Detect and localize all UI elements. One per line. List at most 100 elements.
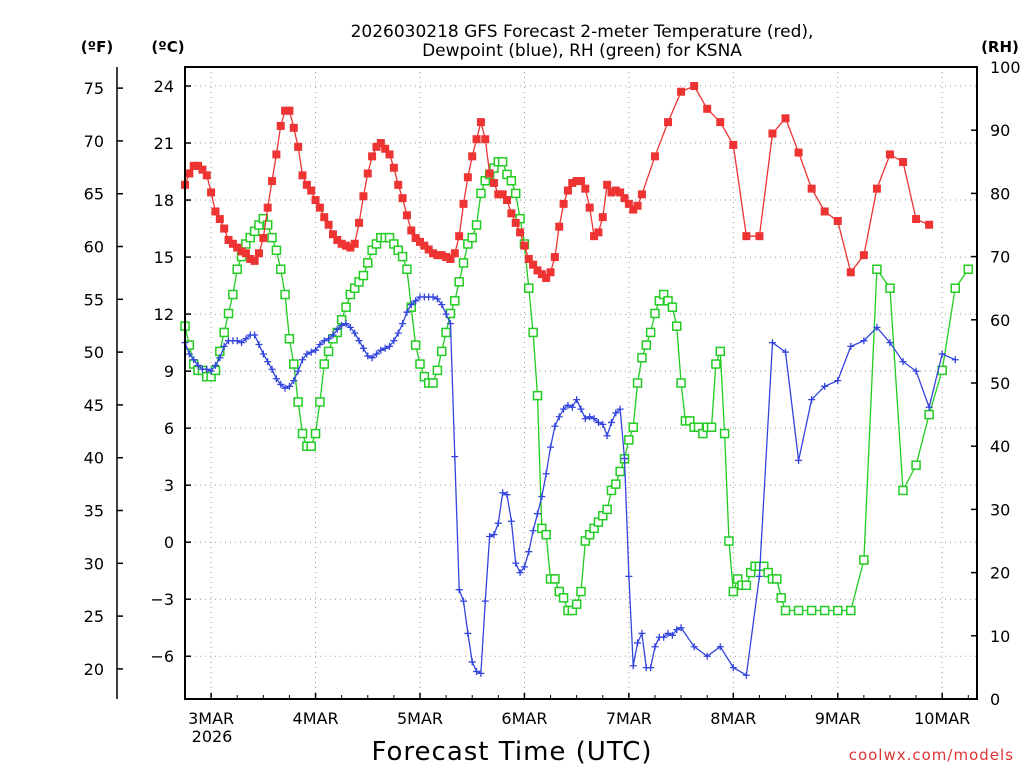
dewpoint-point <box>886 339 894 347</box>
chart-title-line2: Dewpoint (blue), RH (green) for KSNA <box>422 41 742 61</box>
temperature-point <box>402 211 411 220</box>
temperature-point <box>185 169 194 178</box>
rh-tick-label: 20 <box>990 564 1010 583</box>
temperature-point <box>294 142 303 151</box>
temperature-point <box>198 165 207 174</box>
dewpoint-point <box>238 339 246 347</box>
temperature-point <box>598 213 607 222</box>
temperature-point <box>207 188 216 197</box>
rh-point <box>410 340 421 350</box>
rh-point <box>297 428 308 439</box>
rh-point <box>576 586 586 597</box>
rh-point <box>323 346 334 357</box>
rh-point <box>611 479 621 489</box>
celsius-axis-unit: (ºC) <box>151 38 184 56</box>
dewpoint-point <box>377 346 385 354</box>
temperature-point <box>429 249 438 258</box>
rh-point <box>476 188 486 199</box>
temperature-point <box>194 161 203 170</box>
temperature-point <box>807 184 816 193</box>
temperature-point <box>912 215 921 224</box>
dewpoint-point <box>834 377 842 385</box>
temperature-point <box>324 220 333 229</box>
temperature-point <box>603 180 612 189</box>
dewpoint-point <box>477 669 485 677</box>
rh-point <box>293 397 303 407</box>
rh-point <box>950 283 960 293</box>
dewpoint-point <box>233 337 241 345</box>
dewpoint-point <box>638 629 646 637</box>
temperature-point <box>494 190 503 199</box>
dewpoint-point <box>716 643 724 651</box>
temperature-point <box>272 150 281 159</box>
rh-point <box>271 245 282 256</box>
temperature-point <box>594 228 603 237</box>
dewpoint-point <box>386 342 394 350</box>
temperature-point <box>537 270 546 279</box>
x-tick-label: 8MAR <box>710 709 756 728</box>
temperature-point <box>389 163 398 172</box>
temperature-point <box>546 268 555 277</box>
fahrenheit-tick-label: 35 <box>84 502 104 521</box>
series-temperature <box>181 82 934 282</box>
rh-point <box>641 340 652 350</box>
rh-tick-label: 90 <box>990 121 1010 140</box>
dewpoint-point <box>768 339 776 347</box>
rh-tick-label: 0 <box>990 690 1000 709</box>
dewpoint-point <box>782 348 790 356</box>
axis-tick-labels: −6 −3 0 3 6 9 12 15 18 21 24 20 25 30 35 40 45 50 55 60 65 70… <box>84 58 1021 728</box>
dewpoint-point <box>520 563 528 571</box>
temperature-point <box>328 230 337 239</box>
rh-point <box>528 327 538 338</box>
rh-point <box>806 605 817 616</box>
fahrenheit-tick-label: 25 <box>84 607 104 626</box>
dewpoint-point <box>255 341 263 349</box>
dewpoint-point <box>555 413 563 421</box>
temperature-point <box>307 186 316 195</box>
rh-tick-label: 60 <box>990 311 1010 330</box>
temperature-point <box>268 177 277 186</box>
temperature-point <box>690 82 699 91</box>
dewpoint-point <box>268 365 276 373</box>
dewpoint-point <box>677 624 685 632</box>
rh-point <box>219 327 229 338</box>
rh-point <box>541 529 551 540</box>
temperature-point <box>246 254 255 263</box>
rh-point <box>358 270 369 281</box>
rh-point <box>428 378 438 388</box>
x-tick-label: 9MAR <box>815 709 861 728</box>
temperature-point <box>237 247 246 256</box>
temperature-point <box>372 142 381 151</box>
rh-point <box>776 593 786 603</box>
rh-point <box>532 390 543 401</box>
temperature-point <box>533 266 542 275</box>
dewpoint-point <box>512 559 520 567</box>
dewpoint-point <box>399 320 407 328</box>
temperature-point <box>577 177 585 186</box>
dewpoint-point <box>634 639 642 647</box>
dewpoint-point <box>364 352 372 360</box>
dewpoint-point <box>616 405 624 413</box>
temperature-point <box>368 152 377 161</box>
dewpoint-point <box>190 356 198 364</box>
rh-point <box>924 409 934 420</box>
dewpoint-point <box>281 384 289 392</box>
temperature-point <box>337 239 346 248</box>
rh-point <box>510 188 521 199</box>
celsius-tick-label: 12 <box>154 305 174 324</box>
dewpoint-point <box>938 350 946 358</box>
rh-point <box>898 485 908 496</box>
temperature-point <box>346 243 355 252</box>
rh-point <box>306 441 316 451</box>
temperature-point <box>885 150 894 159</box>
dewpoint-point <box>194 361 202 369</box>
dewpoint-point <box>312 346 320 354</box>
temperature-point <box>455 232 464 241</box>
dewpoint-point <box>586 413 594 421</box>
temperature-point <box>302 180 311 189</box>
dewpoint-point <box>581 415 589 423</box>
dewpoint-point <box>259 350 267 358</box>
celsius-tick-label: 21 <box>154 134 174 153</box>
dewpoint-point <box>703 652 711 660</box>
rh-point <box>524 283 534 293</box>
